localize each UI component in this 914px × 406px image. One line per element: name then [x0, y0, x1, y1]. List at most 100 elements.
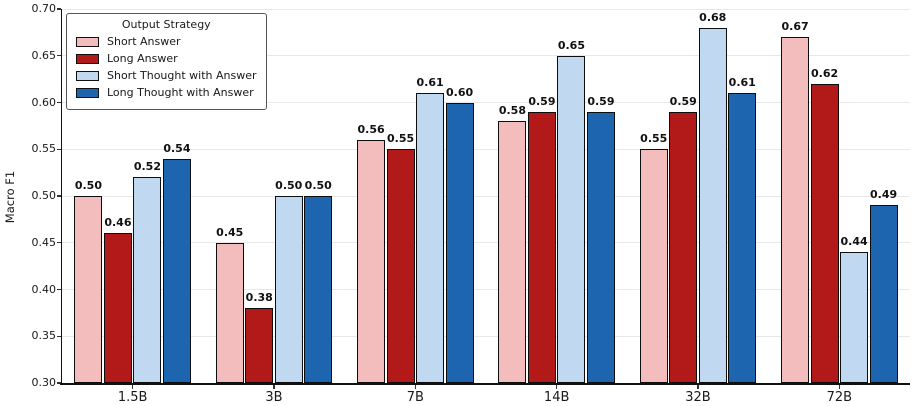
bar-value-label: 0.62	[811, 66, 839, 80]
y-axis-line	[60, 9, 62, 385]
bar-short-thought-with-answer-3b	[274, 196, 303, 383]
y-tick-mark	[57, 288, 61, 291]
bar-value-label: 0.44	[840, 235, 868, 249]
bar-value-label: 0.59	[528, 94, 556, 108]
gridline	[62, 148, 910, 150]
bar-value-label: 0.59	[669, 94, 697, 108]
x-tick-mark	[414, 385, 416, 389]
x-tick-mark	[556, 385, 558, 389]
legend-items: Short Answer Long Answer Short Thought wit…	[76, 35, 257, 99]
bar-value-label: 0.49	[870, 188, 898, 202]
bar-value-label: 0.46	[104, 216, 132, 230]
x-tick-mark	[838, 385, 840, 389]
y-tick-label: 0.50	[31, 189, 57, 202]
bar-long-thought-with-answer-7b	[445, 102, 474, 383]
bar-value-label: 0.55	[640, 132, 668, 146]
y-tick-mark	[57, 195, 61, 197]
bar-value-label: 0.58	[498, 104, 526, 118]
bar-value-label: 0.50	[74, 179, 102, 192]
bar-long-thought-with-answer-32b	[728, 93, 757, 383]
y-tick-mark	[57, 382, 61, 384]
legend-item-long-thought-with-answer: Long Thought with Answer	[76, 86, 257, 99]
y-tick-mark	[57, 8, 61, 10]
bar-long-thought-with-answer-14b	[586, 111, 615, 383]
bar-long-answer-32b	[669, 111, 698, 383]
y-tick-label: 0.60	[31, 95, 57, 109]
y-tick-label: 0.40	[31, 282, 57, 296]
bar-value-label: 0.50	[304, 179, 332, 192]
x-tick-label: 1.5B	[117, 390, 148, 405]
gridline	[62, 102, 910, 103]
y-tick-label: 0.35	[31, 329, 57, 343]
bar-value-label: 0.65	[557, 38, 585, 52]
bar-short-answer-1-5b	[74, 196, 103, 383]
bar-long-answer-3b	[245, 308, 274, 383]
y-tick-label: 0.55	[31, 142, 57, 156]
bar-value-label: 0.56	[357, 122, 385, 136]
bar-long-answer-1-5b	[103, 233, 132, 383]
bar-short-answer-32b	[639, 149, 668, 383]
bar-value-label: 0.54	[163, 141, 191, 155]
bar-short-thought-with-answer-14b	[557, 55, 586, 383]
bar-value-label: 0.67	[781, 20, 809, 34]
y-tick-mark	[57, 148, 61, 150]
y-tick-label: 0.30	[31, 376, 57, 389]
x-tick-label: 14B	[543, 390, 570, 405]
x-tick-mark	[273, 385, 275, 389]
legend-label: Short Thought with Answer	[107, 69, 257, 82]
legend-swatch-icon	[76, 87, 99, 98]
gridline	[62, 289, 910, 290]
x-tick-label: 7B	[406, 390, 424, 405]
y-tick-mark	[57, 242, 61, 244]
bar-long-thought-with-answer-3b	[304, 196, 333, 383]
x-tick-mark	[132, 385, 134, 389]
y-tick-mark	[57, 335, 61, 337]
bar-value-label: 0.60	[446, 85, 474, 99]
bar-long-answer-14b	[527, 111, 556, 383]
gridline	[62, 242, 910, 244]
legend-swatch-icon	[76, 36, 99, 47]
y-tick-mark	[57, 101, 61, 104]
y-tick-label: 0.45	[31, 235, 57, 249]
bar-short-answer-7b	[357, 139, 386, 383]
bar-value-label: 0.59	[587, 94, 615, 108]
legend-label: Long Answer	[107, 52, 178, 65]
x-axis-line	[60, 383, 910, 385]
legend-item-long-answer: Long Answer	[76, 52, 257, 65]
y-tick-label: 0.70	[31, 2, 57, 15]
gridline	[62, 335, 910, 337]
legend-label: Short Answer	[107, 35, 181, 48]
bar-short-thought-with-answer-7b	[416, 93, 445, 383]
legend-label: Long Thought with Answer	[107, 86, 254, 99]
bar-long-answer-72b	[810, 83, 839, 383]
bar-value-label: 0.38	[245, 291, 273, 305]
legend-swatch-icon	[76, 70, 99, 81]
x-tick-label: 72B	[826, 390, 853, 405]
gridline	[62, 195, 910, 197]
bar-value-label: 0.61	[416, 76, 444, 90]
legend: Output Strategy Short Answer Long Answer S…	[66, 13, 267, 110]
bar-short-answer-14b	[498, 121, 527, 383]
legend-item-short-thought-with-answer: Short Thought with Answer	[76, 69, 257, 82]
y-tick-label: 0.65	[31, 48, 57, 62]
bar-long-answer-7b	[386, 149, 415, 383]
bar-value-label: 0.45	[216, 225, 244, 239]
gridline	[62, 8, 910, 10]
bar-value-label: 0.61	[728, 76, 756, 90]
legend-swatch-icon	[76, 53, 99, 64]
x-tick-mark	[697, 385, 699, 389]
gridline	[62, 55, 910, 57]
x-tick-label: 3B	[265, 390, 283, 405]
bar-short-thought-with-answer-72b	[840, 252, 869, 383]
bar-value-label: 0.52	[133, 160, 161, 174]
bar-short-thought-with-answer-32b	[698, 27, 727, 383]
x-tick-label: 32B	[685, 390, 711, 405]
legend-item-short-answer: Short Answer	[76, 35, 257, 48]
bar-short-thought-with-answer-1-5b	[133, 177, 162, 383]
bar-value-label: 0.55	[387, 132, 415, 146]
bar-short-answer-3b	[215, 242, 244, 383]
bar-value-label: 0.68	[699, 10, 727, 24]
bar-long-thought-with-answer-1-5b	[162, 158, 191, 383]
bar-short-answer-72b	[781, 37, 810, 383]
